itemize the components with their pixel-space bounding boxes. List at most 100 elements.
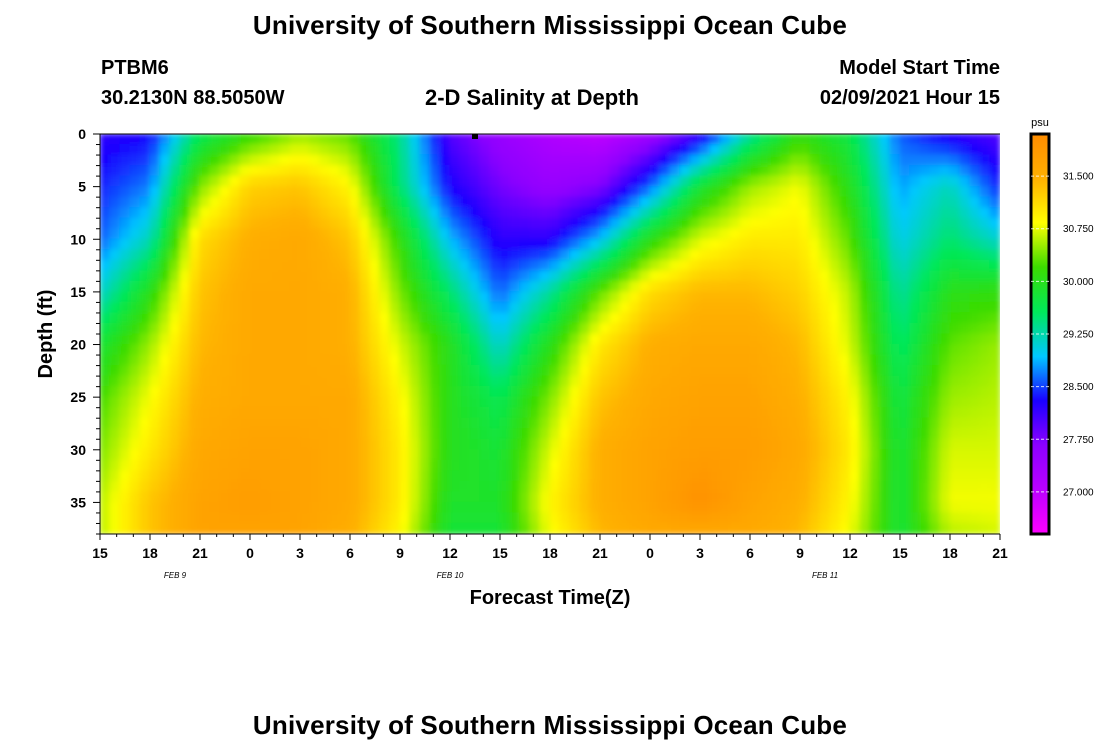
heatmap-cell — [989, 301, 1000, 314]
heatmap-cell — [709, 228, 721, 240]
heatmap-cell — [599, 186, 611, 198]
heatmap-cell — [699, 196, 711, 209]
heatmap-cell — [219, 291, 231, 304]
heatmap-cell — [100, 512, 111, 525]
heatmap-cell — [899, 207, 911, 219]
heatmap-cell — [539, 491, 551, 504]
heatmap-cell — [869, 480, 881, 493]
heatmap-cell — [919, 470, 931, 482]
heatmap-cell — [599, 375, 611, 388]
heatmap-cell — [319, 280, 331, 293]
heatmap-cell — [559, 343, 571, 356]
heatmap-cell — [649, 428, 661, 440]
heatmap-cell — [979, 312, 991, 325]
heatmap-cell — [799, 301, 811, 314]
heatmap-cell — [669, 438, 681, 451]
heatmap-cell — [389, 407, 401, 419]
heatmap-cell — [919, 322, 931, 335]
heatmap-cell — [169, 396, 181, 409]
heatmap-cell — [439, 491, 451, 504]
heatmap-cell — [889, 333, 901, 346]
heatmap-cell — [179, 301, 191, 314]
heatmap-cell — [899, 175, 911, 188]
heatmap-cell — [229, 396, 241, 409]
heatmap-cell — [579, 449, 591, 461]
heatmap-cell — [639, 270, 651, 282]
heatmap-cell — [369, 343, 381, 356]
heatmap-cell — [589, 175, 601, 188]
heatmap-cell — [709, 270, 721, 282]
heatmap-cell — [829, 207, 841, 219]
heatmap-cell — [709, 343, 721, 356]
heatmap-cell — [409, 259, 421, 272]
heatmap-cell — [719, 449, 731, 461]
heatmap-cell — [479, 259, 491, 272]
heatmap-cell — [189, 322, 201, 335]
heatmap-cell — [969, 312, 981, 325]
heatmap-cell — [959, 259, 971, 272]
heatmap-cell — [669, 449, 681, 461]
heatmap-cell — [489, 280, 501, 293]
model-start-label: Model Start Time — [839, 57, 1000, 79]
heatmap-cell — [529, 343, 541, 356]
heatmap-cell — [679, 280, 691, 293]
heatmap-cell — [489, 449, 501, 461]
heatmap-cell — [639, 280, 651, 293]
heatmap-cell — [489, 301, 501, 314]
heatmap-cell — [499, 512, 511, 525]
heatmap-cell — [429, 375, 441, 388]
heatmap-cell — [229, 143, 241, 156]
heatmap-cell — [859, 143, 871, 156]
heatmap-cell — [399, 175, 411, 188]
heatmap-cell — [799, 228, 811, 240]
heatmap-cell — [269, 501, 281, 514]
heatmap-cell — [129, 343, 141, 356]
heatmap-cell — [649, 312, 661, 325]
heatmap-cell — [639, 186, 651, 198]
heatmap-cell — [459, 480, 471, 493]
heatmap-cell — [939, 512, 951, 525]
heatmap-cell — [659, 280, 671, 293]
heatmap-cell — [679, 154, 691, 167]
heatmap-cell — [349, 238, 361, 251]
heatmap-cell — [639, 322, 651, 335]
heatmap-cell — [189, 428, 201, 440]
heatmap-cell — [909, 333, 921, 346]
heatmap-cell — [769, 322, 781, 335]
heatmap-cell — [869, 143, 881, 156]
heatmap-cell — [909, 407, 921, 419]
heatmap-cell — [589, 417, 601, 430]
heatmap-cell — [719, 417, 731, 430]
heatmap-cell — [229, 386, 241, 398]
heatmap-cell — [289, 186, 301, 198]
heatmap-cell — [459, 301, 471, 314]
heatmap-cell — [659, 259, 671, 272]
heatmap-cell — [559, 186, 571, 198]
heatmap-cell — [269, 207, 281, 219]
heatmap-cell — [249, 375, 261, 388]
heatmap-cell — [179, 280, 191, 293]
heatmap-cell — [359, 491, 371, 504]
heatmap-cell — [489, 238, 501, 251]
heatmap-cell — [449, 417, 461, 430]
heatmap-cell — [149, 280, 161, 293]
heatmap-cell — [399, 280, 411, 293]
heatmap-cell — [859, 175, 871, 188]
heatmap-cell — [859, 386, 871, 398]
heatmap-cell — [229, 491, 241, 504]
heatmap-cell — [909, 228, 921, 240]
heatmap-cell — [449, 291, 461, 304]
heatmap-cell — [959, 134, 971, 146]
heatmap-cell — [499, 522, 511, 534]
heatmap-cell — [249, 417, 261, 430]
heatmap-cell — [389, 438, 401, 451]
heatmap-cell — [489, 175, 501, 188]
heatmap-cell — [559, 312, 571, 325]
heatmap-cell — [879, 217, 891, 230]
heatmap-cell — [100, 428, 111, 440]
heatmap-cell — [529, 375, 541, 388]
heatmap-cell — [539, 249, 551, 261]
heatmap-cell — [579, 196, 591, 209]
heatmap-cell — [729, 143, 741, 156]
heatmap-cell — [259, 512, 271, 525]
